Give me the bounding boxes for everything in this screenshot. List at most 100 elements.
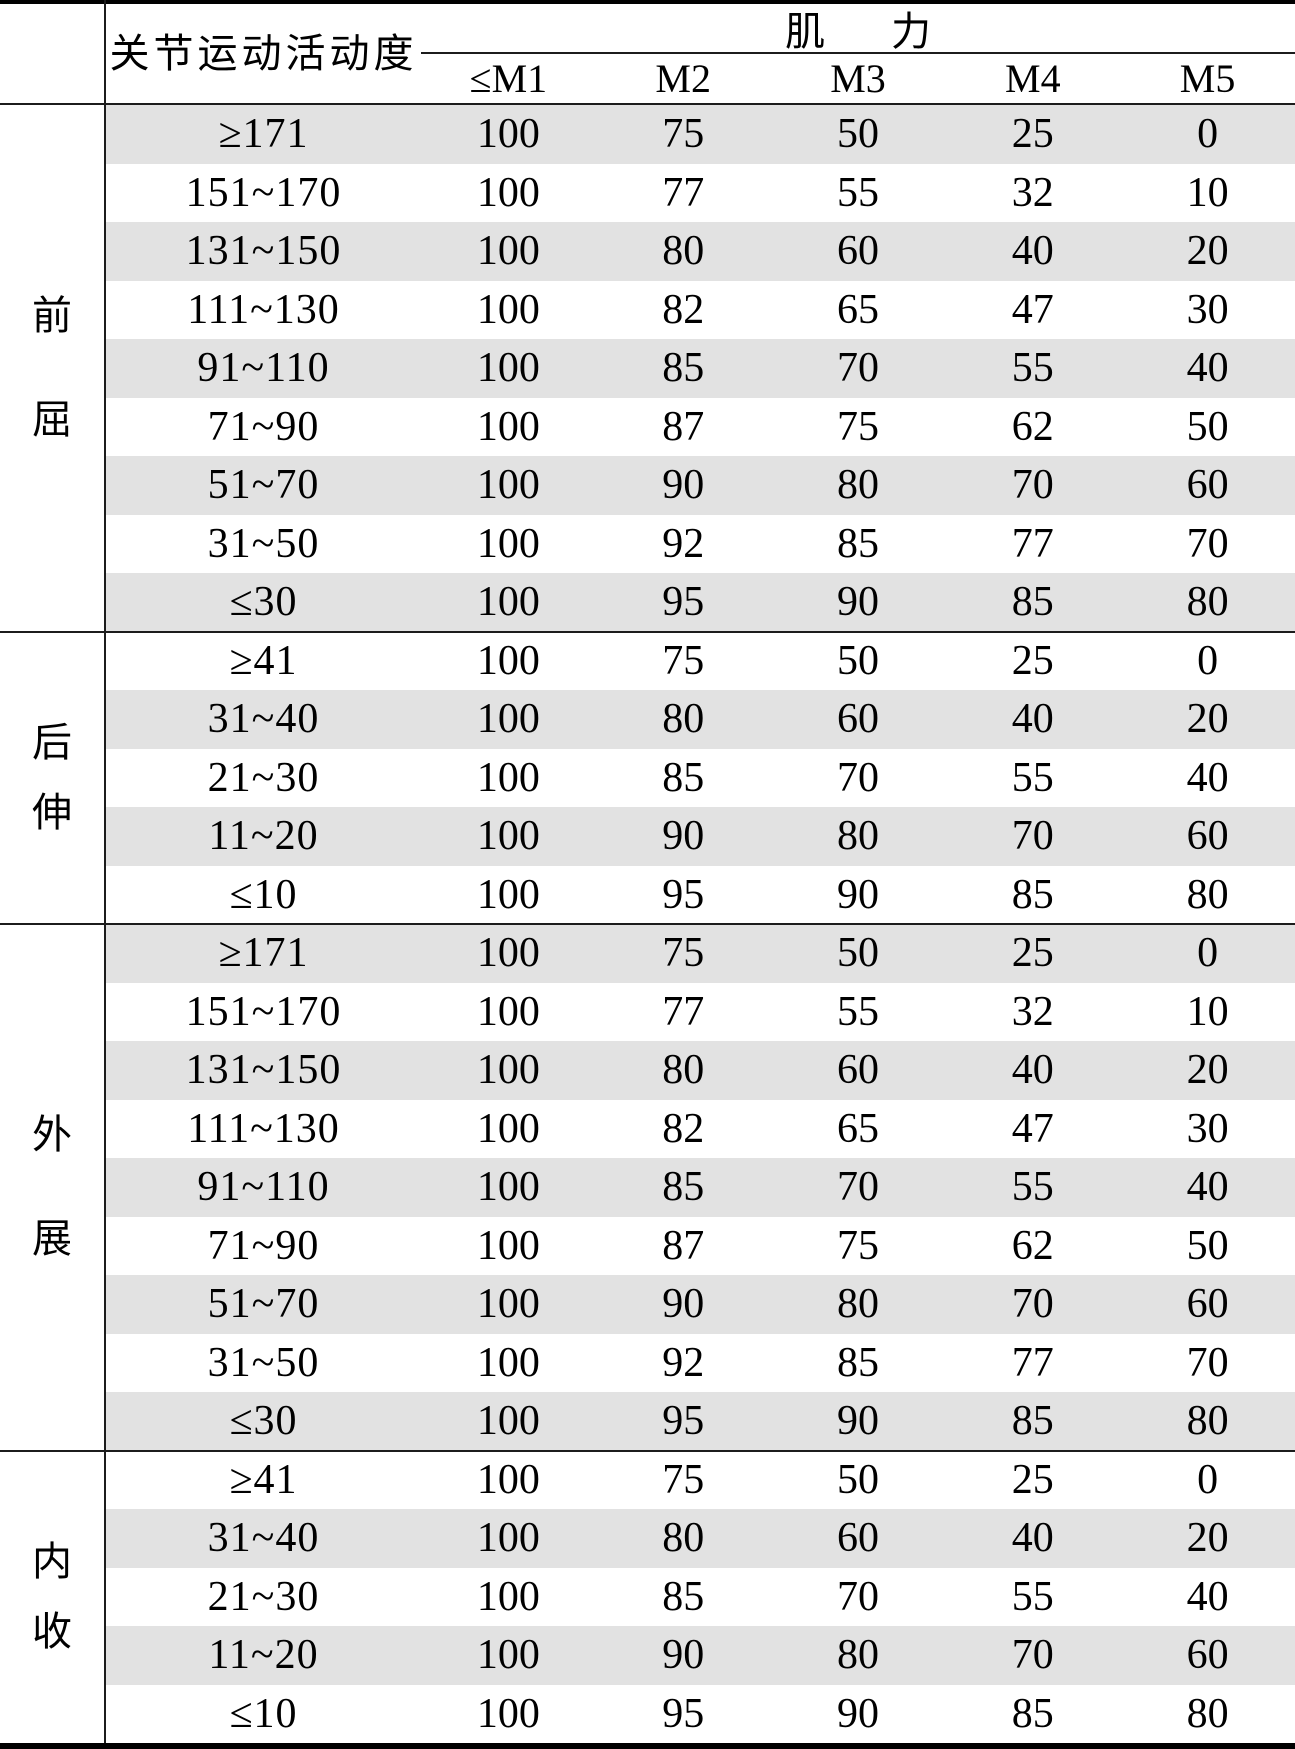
row-range-value: ≤10 <box>229 871 298 918</box>
row-range-value: ≥41 <box>229 637 298 684</box>
score-cell: 60 <box>1186 1632 1229 1678</box>
header-bottom-rule <box>0 103 1295 105</box>
score-cell: 65 <box>836 1105 879 1152</box>
score-cell: 60 <box>1186 462 1229 508</box>
group-label-前屈-char: 屈 <box>32 397 72 443</box>
row-range-value: 111~130 <box>187 286 340 333</box>
table-row: 111~130 100 82 65 47 30 <box>0 1100 1295 1159</box>
score-cell: 50 <box>836 637 879 684</box>
score-cell: 70 <box>1011 462 1054 508</box>
table-row: 131~150 100 80 60 40 20 <box>0 1041 1295 1100</box>
row-stripe <box>104 1509 1295 1568</box>
score-cell: 25 <box>1011 637 1054 684</box>
row-stripe <box>104 573 1295 632</box>
score-cell: 0 <box>1197 1456 1219 1503</box>
score-cell: 25 <box>1011 930 1054 976</box>
col-header-joint-rom: 关节运动活动度 <box>109 31 418 76</box>
row-stripe <box>104 456 1295 515</box>
row-stripe <box>104 1275 1295 1334</box>
score-cell: 77 <box>1011 1339 1054 1386</box>
group-label-外展-char: 外 <box>32 1112 72 1158</box>
row-stripe <box>104 105 1295 164</box>
score-cell: 32 <box>1011 988 1054 1035</box>
score-cell: 100 <box>476 930 540 976</box>
score-cell: 90 <box>836 1398 879 1444</box>
score-cell: 87 <box>662 403 705 450</box>
score-cell: 90 <box>836 579 879 625</box>
row-range-value: ≥41 <box>229 1456 298 1503</box>
score-cell: 10 <box>1186 988 1229 1035</box>
group-column-divider <box>104 0 106 1749</box>
score-cell: 100 <box>476 813 540 859</box>
table-row: 151~170 100 77 55 32 10 <box>0 983 1295 1042</box>
score-cell: 87 <box>662 1222 705 1269</box>
score-cell: 10 <box>1186 169 1229 216</box>
score-cell: 32 <box>1011 169 1054 216</box>
table-row: 71~90 100 87 75 62 50 <box>0 398 1295 457</box>
muscle-strength-char-1: 肌 <box>785 9 825 54</box>
score-cell: 80 <box>836 1632 879 1678</box>
score-cell: 60 <box>836 696 879 742</box>
score-cell: 90 <box>662 462 705 508</box>
row-stripe <box>104 222 1295 281</box>
row-stripe <box>104 339 1295 398</box>
score-cell: 30 <box>1186 286 1229 333</box>
score-cell: 25 <box>1011 1456 1054 1503</box>
row-range-value: 71~90 <box>207 403 320 450</box>
score-cell: 40 <box>1186 345 1229 391</box>
strength-subheader-M2: M2 <box>655 56 711 101</box>
row-range-value: 91~110 <box>197 1164 330 1210</box>
score-cell: 40 <box>1011 1515 1054 1561</box>
row-range-value: 51~70 <box>207 1281 320 1327</box>
score-cell: 100 <box>476 1105 540 1152</box>
score-cell: 85 <box>662 754 705 801</box>
score-cell: 55 <box>1011 345 1054 391</box>
score-cell: 100 <box>476 1222 540 1269</box>
score-cell: 85 <box>836 1339 879 1386</box>
group-separator-rule <box>0 1449 1295 1452</box>
score-cell: 50 <box>836 111 879 157</box>
col-header-muscle-strength: 肌 力 <box>421 4 1295 54</box>
score-cell: 40 <box>1186 754 1229 801</box>
score-cell: 85 <box>1011 579 1054 625</box>
table-row: ≥171 100 75 50 25 0 <box>0 105 1295 164</box>
row-stripe <box>104 924 1295 983</box>
score-cell: 70 <box>1186 1339 1229 1386</box>
score-cell: 75 <box>662 1456 705 1503</box>
score-cell: 55 <box>836 988 879 1035</box>
score-cell: 75 <box>836 1222 879 1269</box>
score-cell: 55 <box>1011 754 1054 801</box>
score-cell: 25 <box>1011 111 1054 157</box>
group-label-前屈-char: 前 <box>32 293 72 339</box>
score-cell: 55 <box>1011 1573 1054 1620</box>
score-cell: 80 <box>1186 1690 1229 1737</box>
score-cell: 100 <box>476 520 540 567</box>
score-cell: 60 <box>836 228 879 274</box>
table-row: 131~150 100 80 60 40 20 <box>0 222 1295 281</box>
score-cell: 75 <box>662 111 705 157</box>
score-cell: 80 <box>836 1281 879 1327</box>
score-cell: 95 <box>662 871 705 918</box>
score-cell: 92 <box>662 1339 705 1386</box>
score-cell: 100 <box>476 403 540 450</box>
group-label-后伸-char: 后 <box>32 719 72 765</box>
group-label-后伸-char: 伸 <box>32 789 72 835</box>
score-cell: 95 <box>662 1398 705 1444</box>
score-cell: 20 <box>1186 228 1229 274</box>
score-cell: 80 <box>1186 871 1229 918</box>
row-range-value: 31~50 <box>207 1339 320 1386</box>
row-range-value: ≤30 <box>229 1398 298 1444</box>
score-cell: 100 <box>476 696 540 742</box>
score-cell: 40 <box>1011 1047 1054 1093</box>
table-row: 11~20 100 90 80 70 60 <box>0 807 1295 866</box>
score-cell: 80 <box>662 228 705 274</box>
row-range-value: 91~110 <box>197 345 330 391</box>
score-cell: 62 <box>1011 403 1054 450</box>
table-row: ≤30 100 95 90 85 80 <box>0 573 1295 632</box>
strength-subheader-M3: M3 <box>830 56 886 101</box>
score-cell: 40 <box>1011 696 1054 742</box>
score-cell: 92 <box>662 520 705 567</box>
score-cell: 30 <box>1186 1105 1229 1152</box>
row-stripe <box>104 1041 1295 1100</box>
